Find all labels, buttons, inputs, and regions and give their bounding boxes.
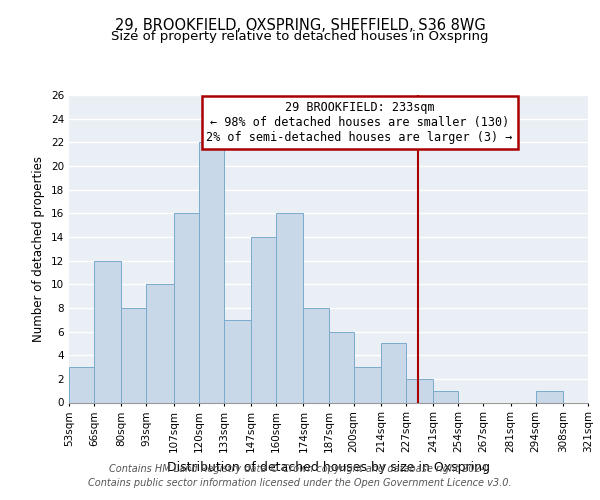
Bar	[353, 367, 381, 402]
Bar	[276, 214, 304, 402]
Bar	[69, 367, 94, 402]
Bar	[94, 260, 121, 402]
Bar	[173, 214, 199, 402]
Bar	[199, 142, 224, 402]
Text: Contains HM Land Registry data © Crown copyright and database right 2024.
Contai: Contains HM Land Registry data © Crown c…	[88, 464, 512, 487]
Bar	[381, 344, 406, 402]
Bar	[121, 308, 146, 402]
Text: 29 BROOKFIELD: 233sqm
← 98% of detached houses are smaller (130)
2% of semi-deta: 29 BROOKFIELD: 233sqm ← 98% of detached …	[206, 101, 513, 144]
Bar	[224, 320, 251, 402]
Bar	[536, 390, 563, 402]
Bar	[433, 390, 458, 402]
Bar	[406, 379, 433, 402]
Bar	[329, 332, 353, 402]
Bar	[251, 237, 276, 402]
Y-axis label: Number of detached properties: Number of detached properties	[32, 156, 46, 342]
Bar	[304, 308, 329, 402]
Text: Size of property relative to detached houses in Oxspring: Size of property relative to detached ho…	[111, 30, 489, 43]
X-axis label: Distribution of detached houses by size in Oxspring: Distribution of detached houses by size …	[167, 460, 490, 473]
Bar	[146, 284, 173, 403]
Text: 29, BROOKFIELD, OXSPRING, SHEFFIELD, S36 8WG: 29, BROOKFIELD, OXSPRING, SHEFFIELD, S36…	[115, 18, 485, 32]
